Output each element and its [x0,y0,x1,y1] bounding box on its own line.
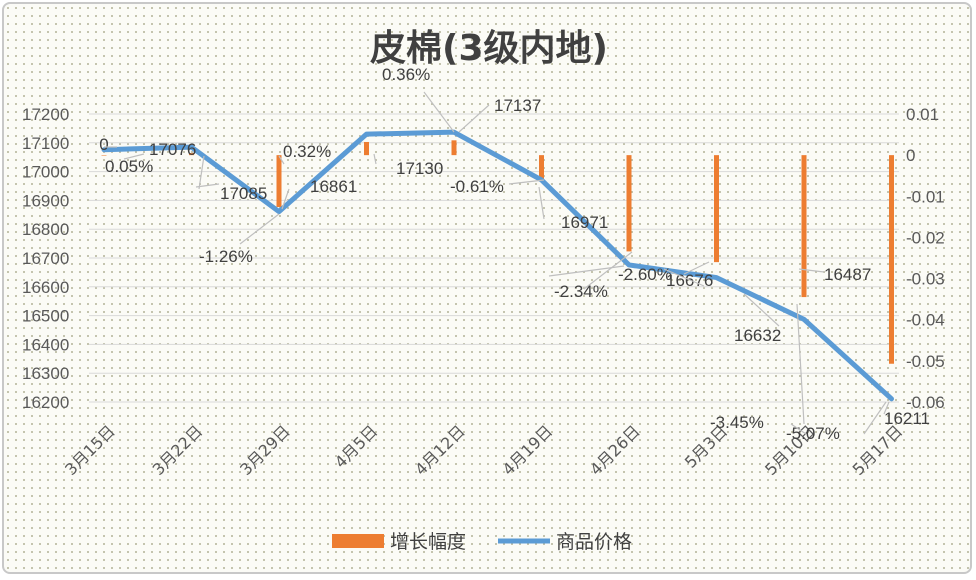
left-axis-tick-label: 16600 [22,278,69,297]
bar-mark [101,155,107,156]
bar-data-label: -2.60% [618,265,672,284]
left-axis-tick-label: 16400 [22,335,69,354]
bar-data-label: -2.34% [554,282,608,301]
left-axis-tick-label: 16700 [22,249,69,268]
bar-mark [889,155,894,364]
line-series [101,129,894,402]
bar-data-label: -0.61% [450,177,504,196]
right-axis-tick-label: -0.04 [906,311,945,330]
category-label: 4月19日 [499,421,557,479]
right-axis-tick-label: -0.02 [906,228,945,247]
category-label: 3月22日 [149,421,207,479]
label-leader-line [683,261,710,275]
bar-mark [276,155,282,207]
legend-bar-label: 增长幅度 [390,531,466,553]
price-line [101,129,894,402]
left-axis-tick-label: 17000 [22,163,69,182]
right-axis-tick-label: -0.06 [906,393,945,412]
line-data-label: 16971 [561,213,608,232]
label-leader-line [663,268,705,287]
line-data-label: 17085 [220,184,267,203]
bar-data-label: -5.07% [786,424,840,443]
right-axis-tick-label: 0.01 [906,105,939,124]
line-data-label: 16211 [884,409,930,428]
line-data-label: 17130 [396,159,443,178]
label-leader-line [796,303,805,425]
label-leader-line [790,423,807,435]
line-data-label: 16632 [734,326,781,345]
category-label: 4月26日 [586,421,644,479]
bar-mark [189,153,194,156]
left-axis-tick-label: 16300 [22,364,69,383]
label-leader-line [458,104,490,133]
left-axis-tick-label: 17200 [22,105,69,124]
bar-data-label: 0.36% [382,65,430,84]
category-label: 4月12日 [411,421,469,479]
left-axis-tick-label: 16200 [22,393,69,412]
line-data-label: 16861 [310,177,357,196]
combo-chart: 皮棉(3级内地) 1720017100170001690016800167001… [22,28,945,553]
right-axis-tick-label: -0.03 [906,270,945,289]
left-axis-tick-label: 17100 [22,134,69,153]
left-axis-tick-label: 16900 [22,191,69,210]
right-axis-tick-label: -0.01 [906,187,945,206]
label-leader-line [373,153,377,165]
bar-mark [539,155,544,181]
right-axis: 0.01 0 -0.01 -0.02 -0.03 -0.04 -0.05 -0.06 [906,105,945,412]
data-labels: 0 0.05% -1.26% 0.32% 0.36% -0.61% -2.34% -2.60%… [99,65,930,443]
legend: 增长幅度 商品价格 [332,531,632,553]
right-axis-tick-label: -0.05 [906,352,945,371]
category-label: 5月17日 [849,421,907,479]
bar-data-label: 0.05% [105,157,153,176]
bar-series [101,140,894,364]
label-leader-line [538,186,545,220]
line-data-label: 17076 [149,140,196,159]
legend-bar-swatch [332,534,384,548]
bar-mark [714,155,719,263]
category-label: 3月15日 [61,421,119,479]
label-leader-line [281,188,290,210]
left-axis: 17200 17100 17000 16900 16800 16700 16600 16500… [22,105,69,412]
label-leader-line [863,401,887,435]
bar-mark [801,155,807,298]
label-leader-line [239,213,280,245]
label-leader-line [423,91,455,133]
bar-mark [451,140,457,156]
label-leader-line [198,155,205,190]
right-axis-tick-label: 0 [906,146,915,165]
label-leader-line [798,268,825,273]
bar-data-label: -1.26% [199,247,253,266]
bar-data-label: -3.45% [710,413,764,432]
line-data-label: 16487 [824,265,871,284]
category-axis: 3月15日 3月22日 3月29日 4月5日 4月12日 4月19日 4月26日 5月3日 5月… [61,421,906,479]
label-leader-line [123,153,145,160]
bar-mark [364,141,369,156]
label-leader-line [195,183,220,188]
line-data-label: 17137 [494,96,541,115]
label-leader-line [743,293,780,327]
left-axis-tick-label: 16500 [22,307,69,326]
label-leader-line [278,155,285,165]
category-label: 3月29日 [236,421,294,479]
label-leader-line [883,401,890,415]
legend-line-label: 商品价格 [556,531,632,553]
bar-data-label: 0 [99,135,108,154]
category-label: 4月5日 [331,421,381,471]
left-axis-tick-label: 16800 [22,220,69,239]
bar-data-label: 0.32% [283,142,331,161]
label-leader-line [583,251,633,290]
label-leader-line [508,179,545,185]
bar-mark [626,155,632,252]
chart-title: 皮棉(3级内地) [370,28,608,69]
